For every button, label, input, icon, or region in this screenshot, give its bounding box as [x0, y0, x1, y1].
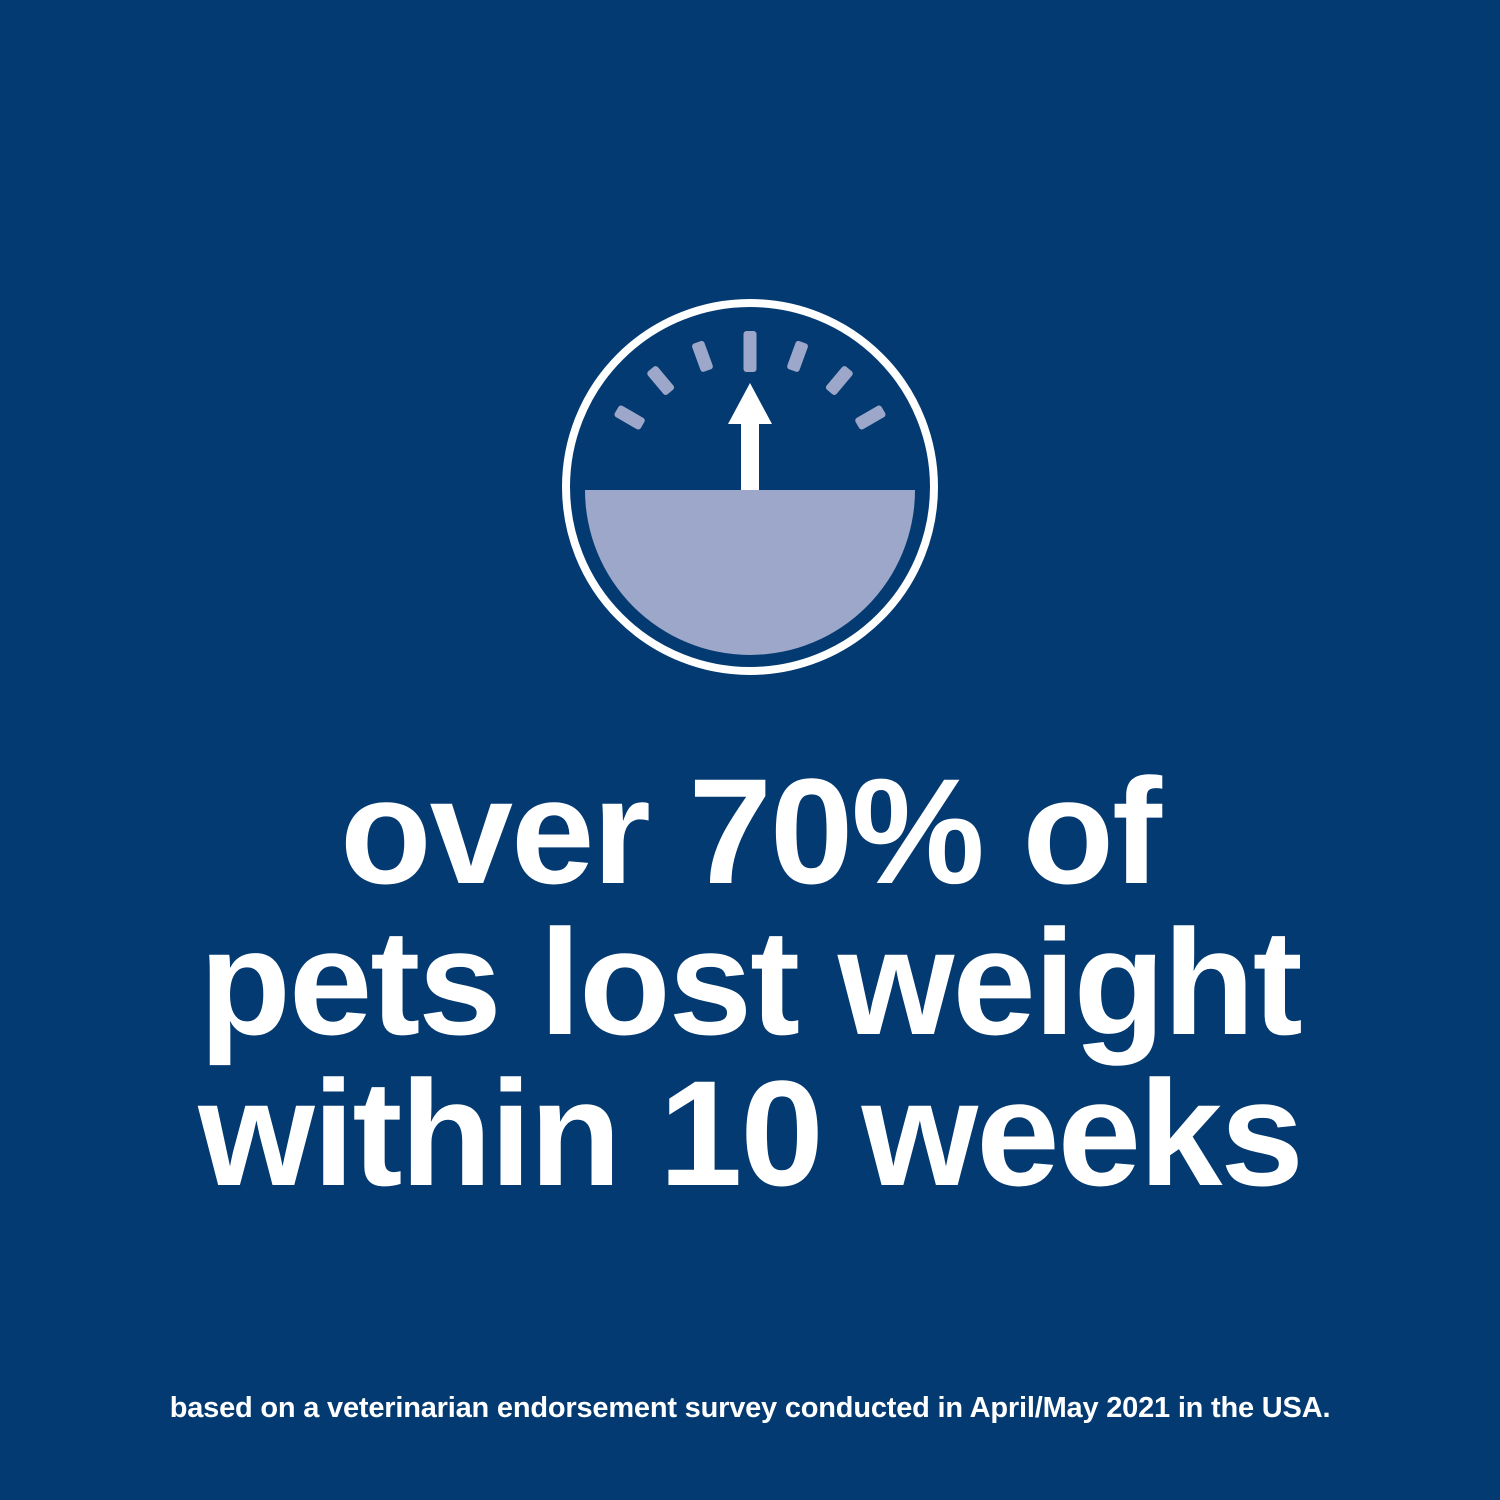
- gauge-dial-half-disk: [585, 490, 915, 655]
- headline-line-2: pets lost weight: [199, 898, 1302, 1066]
- footnote: based on a veterinarian endorsement surv…: [169, 1392, 1331, 1424]
- weight-gauge-icon: [562, 299, 938, 675]
- icon-container: [0, 297, 1500, 677]
- headline-line-1: over 70% of: [340, 747, 1162, 915]
- up-arrow-icon: [728, 383, 772, 490]
- gauge-ticks: [614, 331, 886, 430]
- headline-line-3: within 10 weeks: [198, 1049, 1304, 1217]
- gauge-ring: [562, 299, 938, 675]
- headline: over 70% of pets lost weight within 10 w…: [0, 756, 1500, 1209]
